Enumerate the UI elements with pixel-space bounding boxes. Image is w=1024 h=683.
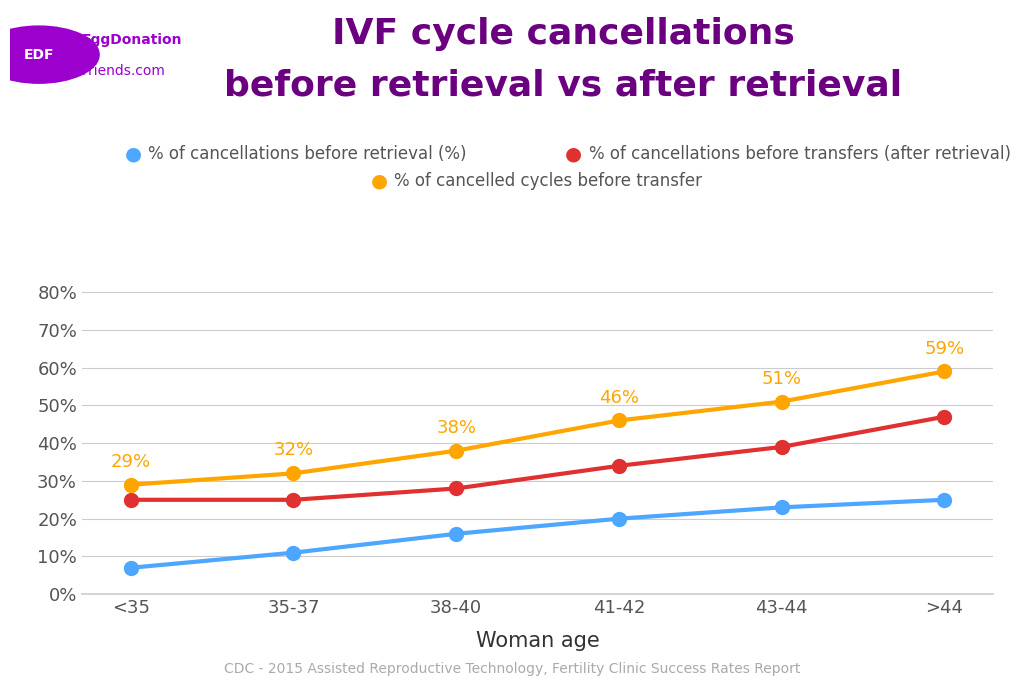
Text: ●: ● [371, 171, 387, 191]
Text: 51%: 51% [762, 370, 802, 388]
Text: 59%: 59% [925, 339, 965, 357]
Text: before retrieval vs after retrieval: before retrieval vs after retrieval [224, 68, 902, 102]
Text: 32%: 32% [273, 441, 313, 460]
X-axis label: Woman age: Woman age [476, 631, 599, 651]
Text: ●: ● [565, 144, 582, 163]
Circle shape [0, 26, 99, 83]
Text: EDF: EDF [24, 48, 54, 61]
Text: IVF cycle cancellations: IVF cycle cancellations [332, 17, 795, 51]
Text: 46%: 46% [599, 389, 639, 406]
Text: EggDonation: EggDonation [82, 33, 182, 46]
Text: ●: ● [125, 144, 141, 163]
Text: CDC - 2015 Assisted Reproductive Technology, Fertility Clinic Success Rates Repo: CDC - 2015 Assisted Reproductive Technol… [224, 663, 800, 676]
Text: 29%: 29% [111, 453, 151, 471]
Text: Friends.com: Friends.com [82, 64, 166, 78]
Text: % of cancellations before retrieval (%): % of cancellations before retrieval (%) [148, 145, 467, 163]
Text: 38%: 38% [436, 419, 476, 437]
Text: % of cancellations before transfers (after retrieval): % of cancellations before transfers (aft… [589, 145, 1011, 163]
Text: % of cancelled cycles before transfer: % of cancelled cycles before transfer [394, 172, 702, 190]
